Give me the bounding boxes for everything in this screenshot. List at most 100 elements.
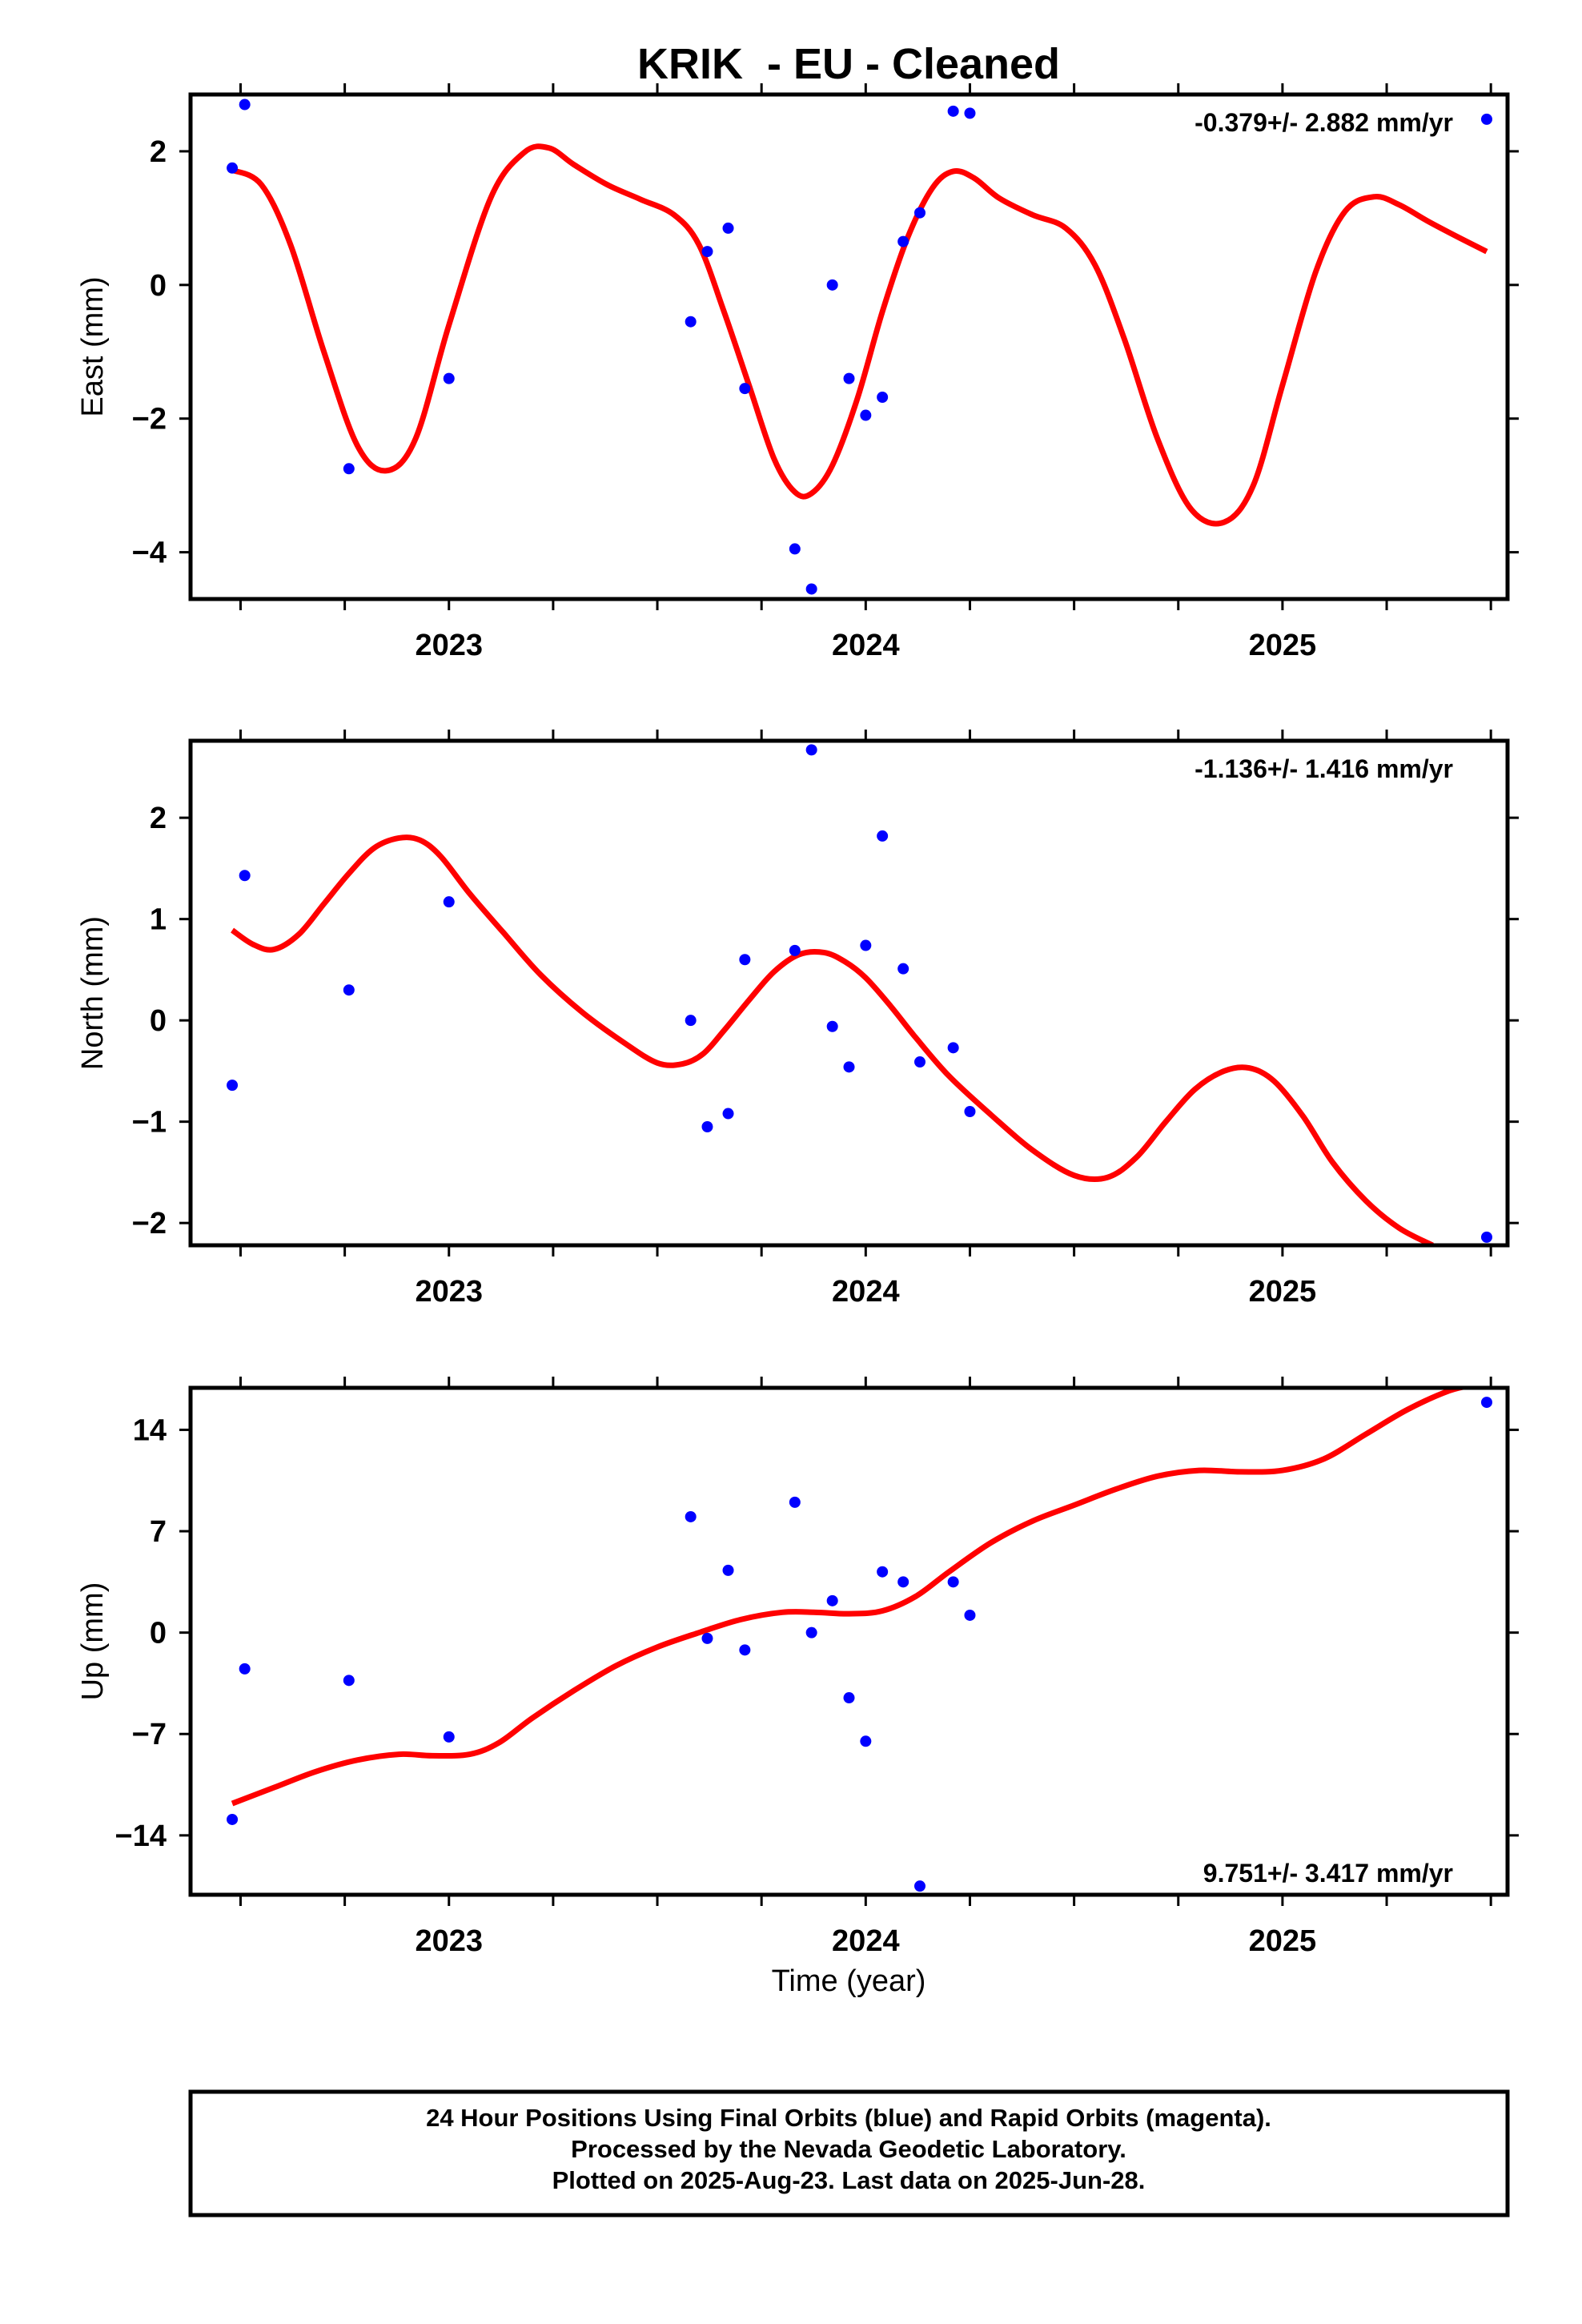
y-tick-label: −4 (132, 537, 167, 570)
data-point (843, 1692, 855, 1704)
data-point (964, 1609, 976, 1621)
data-point (239, 870, 251, 882)
x-tick-label: 2024 (832, 1924, 900, 1958)
y-axis-label: East (mm) (76, 276, 110, 416)
footer-box: 24 Hour Positions Using Final Orbits (bl… (188, 2089, 1510, 2217)
data-point (685, 1015, 697, 1027)
data-point (701, 246, 713, 258)
y-tick-label: 1 (150, 903, 167, 937)
plot-frame (188, 1385, 1510, 1897)
data-point (789, 543, 801, 555)
fit-line (231, 143, 1488, 527)
data-point (964, 1106, 976, 1118)
data-point (739, 954, 751, 966)
y-tick-label: −14 (115, 1819, 167, 1853)
y-tick-label: 7 (150, 1515, 167, 1549)
y-tick-label: −2 (132, 403, 167, 436)
footer-line-2: Processed by the Nevada Geodetic Laborat… (571, 2135, 1126, 2163)
data-point (701, 1120, 713, 1132)
data-point (913, 207, 926, 219)
data-point (826, 1594, 838, 1606)
data-point (685, 1510, 697, 1522)
data-point (722, 1108, 734, 1120)
data-point (739, 383, 751, 395)
plot-area (231, 1388, 1475, 1807)
data-point (343, 1675, 355, 1687)
data-point (877, 830, 889, 842)
data-point (722, 222, 734, 234)
east-panel: 2 0 −2 −4 2023 2024 2025 East (mm) -0.379+/- 2.8… (76, 83, 1519, 662)
y-tick-label: −2 (132, 1207, 167, 1240)
data-point (343, 463, 355, 475)
data-point (913, 1880, 926, 1892)
data-point (860, 939, 872, 951)
x-tick-label: 2025 (1249, 1275, 1317, 1309)
x-tick-label: 2024 (832, 1275, 900, 1309)
y-axis-label: Up (mm) (76, 1582, 110, 1701)
y-tick-label: 2 (150, 802, 167, 835)
footer-line-1: 24 Hour Positions Using Final Orbits (bl… (426, 2104, 1271, 2132)
data-point (843, 372, 855, 384)
rate-label: -0.379+/- 2.882 mm/yr (1195, 108, 1453, 137)
north-panel: 2 1 0 −1 −2 2023 2024 2025 North (mm) -1.136+/- 1… (76, 730, 1519, 1309)
data-point (805, 1626, 817, 1638)
data-point (964, 107, 976, 119)
rate-label: -1.136+/- 1.416 mm/yr (1195, 754, 1453, 783)
y-axis-label: North (mm) (76, 916, 110, 1070)
data-point (227, 162, 239, 174)
plot-frame (188, 92, 1510, 601)
data-point (843, 1061, 855, 1073)
data-point (239, 1663, 251, 1675)
data-point (722, 1564, 734, 1576)
y-tick-label: 2 (150, 135, 167, 169)
data-point (443, 896, 455, 908)
data-point (685, 316, 697, 328)
x-tick-label: 2023 (415, 1924, 483, 1958)
data-point (805, 744, 817, 756)
data-point (826, 279, 838, 291)
plot-area (231, 143, 1488, 527)
y-tick-label: 0 (150, 269, 167, 303)
data-point (860, 1735, 872, 1747)
data-point (227, 1080, 239, 1092)
x-tick-label: 2024 (832, 629, 900, 662)
data-point (897, 1576, 909, 1588)
y-tick-label: 0 (150, 1004, 167, 1038)
x-tick-label: 2025 (1249, 629, 1317, 662)
data-point (701, 1632, 713, 1644)
x-tick-label: 2025 (1249, 1924, 1317, 1958)
fit-line (231, 1388, 1475, 1807)
x-tick-label: 2023 (415, 1275, 483, 1309)
plot-frame (188, 738, 1510, 1248)
data-point (947, 1042, 959, 1054)
data-point (1480, 1397, 1492, 1409)
y-tick-label: −7 (132, 1718, 167, 1751)
footer-line-3: Plotted on 2025-Aug-23. Last data on 202… (552, 2166, 1146, 2194)
data-point (897, 235, 909, 247)
data-point (227, 1813, 239, 1825)
data-point (1480, 1231, 1492, 1243)
data-point (789, 1496, 801, 1508)
data-point (1480, 113, 1492, 125)
fit-line (231, 834, 1434, 1245)
data-point (947, 1576, 959, 1588)
data-point (739, 1644, 751, 1656)
data-point (826, 1020, 838, 1032)
data-point (239, 99, 251, 111)
y-tick-label: 14 (133, 1413, 167, 1447)
data-point (947, 105, 959, 117)
data-point (913, 1056, 926, 1068)
data-point (897, 963, 909, 975)
data-point (443, 1731, 455, 1743)
x-axis-label: Time (year) (772, 1964, 926, 1998)
rate-label: 9.751+/- 3.417 mm/yr (1203, 1859, 1453, 1888)
data-point (443, 372, 455, 384)
y-tick-label: 0 (150, 1617, 167, 1651)
data-point (877, 392, 889, 403)
data-point (343, 984, 355, 996)
data-point (789, 944, 801, 956)
y-tick-label: −1 (132, 1106, 167, 1140)
chart-title: KRIK - EU - Cleaned (637, 40, 1060, 88)
up-panel: 14 7 0 −7 −14 2023 2024 2025 Up (mm) 9.751+/- 3.4… (76, 1377, 1519, 1958)
